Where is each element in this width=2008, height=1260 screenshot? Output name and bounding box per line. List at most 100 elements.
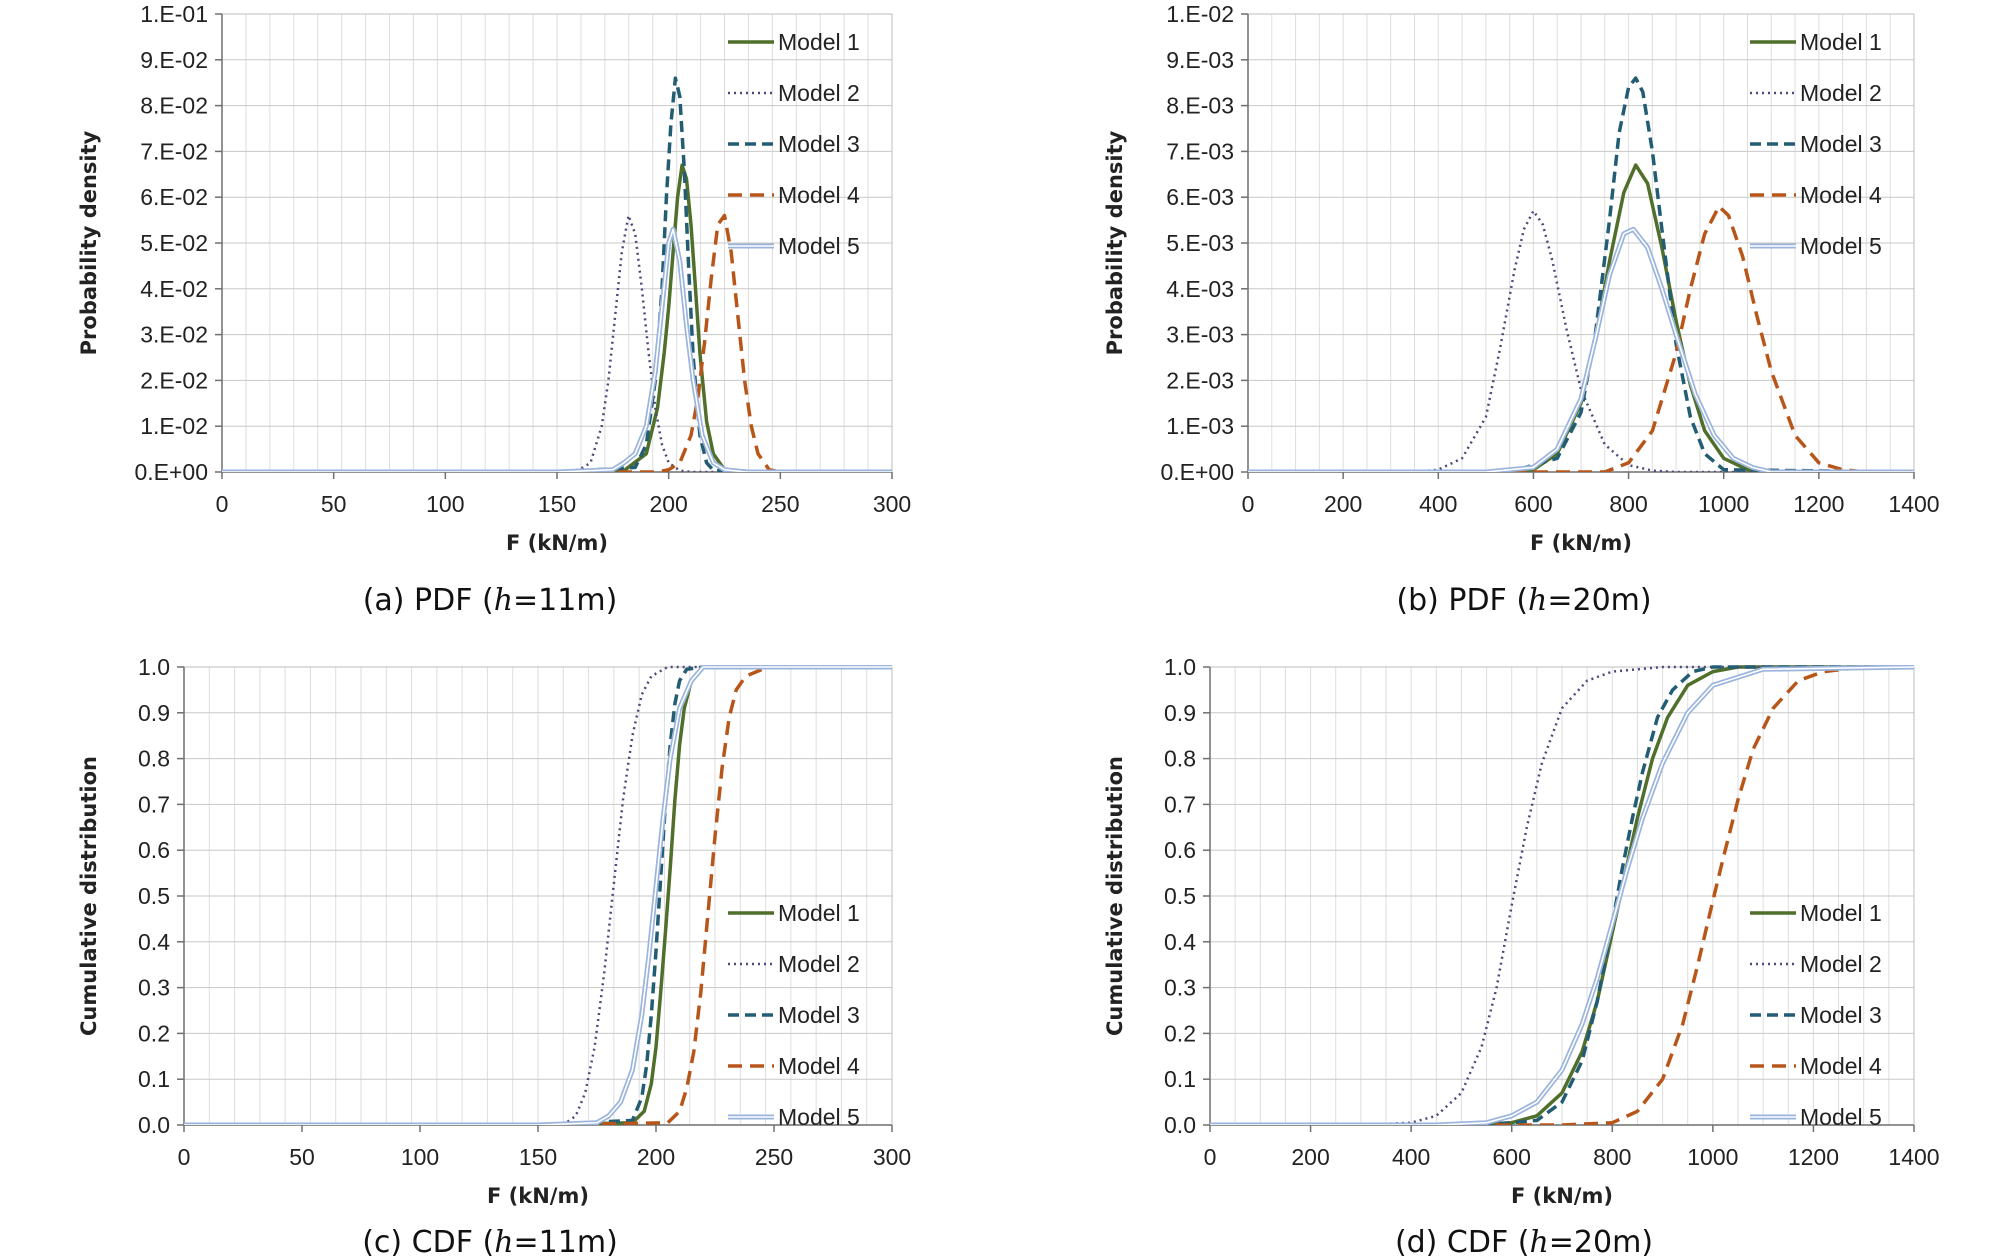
x-tick-label: 250	[755, 1144, 793, 1170]
y-tick-label: 6.E-02	[140, 184, 208, 210]
legend-label: Model 5	[778, 233, 860, 259]
y-tick-label: 1.0	[1164, 654, 1196, 680]
x-axis-title: F (kN/m)	[1530, 531, 1632, 555]
y-tick-label: 0.9	[1164, 700, 1196, 726]
y-tick-label: 9.E-03	[1166, 47, 1234, 73]
legend-label: Model 3	[1800, 131, 1882, 157]
y-tick-label: 1.E-02	[140, 413, 208, 439]
legend-label: Model 2	[1800, 80, 1882, 106]
x-tick-label: 0	[1204, 1144, 1217, 1170]
y-tick-label: 0.3	[1164, 975, 1196, 1001]
y-axis-title: Cumulative distribution	[77, 756, 101, 1036]
series-line-model-3	[1210, 665, 1914, 1125]
y-tick-label: 4.E-02	[140, 276, 208, 302]
series-line-model-5-inner	[1210, 666, 1914, 1125]
x-tick-label: 200	[1324, 491, 1362, 517]
y-tick-label: 0.E+00	[1160, 459, 1234, 485]
series-line-model-4	[184, 665, 892, 1125]
x-axis-title: F (kN/m)	[487, 1184, 589, 1208]
series-line-model-5-inner	[1248, 228, 1914, 472]
y-tick-label: 0.7	[1164, 791, 1196, 817]
y-axis-title: Cumulative distribution	[1103, 756, 1127, 1036]
y-tick-label: 0.E+00	[134, 459, 208, 485]
y-tick-label: 0.0	[138, 1112, 170, 1138]
y-tick-label: 7.E-03	[1166, 138, 1234, 164]
series-line-model-4	[1248, 204, 1914, 472]
legend-label: Model 2	[1800, 951, 1882, 977]
legend-label: Model 4	[778, 1053, 860, 1079]
x-tick-label: 150	[519, 1144, 557, 1170]
x-tick-label: 250	[761, 491, 799, 517]
y-tick-label: 3.E-02	[140, 322, 208, 348]
x-tick-label: 800	[1609, 491, 1647, 517]
y-tick-label: 8.E-03	[1166, 93, 1234, 119]
y-tick-label: 1.E-02	[1166, 1, 1234, 27]
x-tick-label: 0	[1242, 491, 1255, 517]
legend-label: Model 1	[1800, 29, 1882, 55]
series-line-model-1	[1248, 163, 1914, 472]
y-tick-label: 6.E-03	[1166, 184, 1234, 210]
y-tick-label: 3.E-03	[1166, 322, 1234, 348]
x-axis-title: F (kN/m)	[1511, 1184, 1613, 1208]
x-tick-label: 800	[1593, 1144, 1631, 1170]
series-group	[184, 665, 892, 1125]
x-tick-label: 150	[538, 491, 576, 517]
legend-label: Model 5	[1800, 233, 1882, 259]
x-tick-label: 400	[1419, 491, 1457, 517]
legend-label: Model 4	[778, 182, 860, 208]
y-tick-label: 0.2	[138, 1020, 170, 1046]
x-tick-label: 0	[216, 491, 229, 517]
x-tick-label: 200	[637, 1144, 675, 1170]
x-tick-label: 1000	[1698, 491, 1749, 517]
legend-label: Model 2	[778, 80, 860, 106]
y-tick-label: 4.E-03	[1166, 276, 1234, 302]
x-tick-label: 300	[873, 1144, 911, 1170]
x-tick-label: 1200	[1788, 1144, 1839, 1170]
series-line-model-3	[184, 665, 892, 1125]
y-tick-label: 9.E-02	[140, 47, 208, 73]
panel-caption: (c) CDF (h=11m)	[362, 1225, 618, 1260]
x-tick-label: 200	[1291, 1144, 1329, 1170]
legend-label: Model 1	[1800, 900, 1882, 926]
y-tick-label: 0.5	[1164, 883, 1196, 909]
y-tick-label: 1.E-03	[1166, 413, 1234, 439]
y-tick-label: 0.4	[1164, 929, 1196, 955]
y-tick-label: 0.4	[138, 929, 170, 955]
y-tick-label: 5.E-02	[140, 230, 208, 256]
series-line-model-4	[222, 213, 892, 472]
series-group	[1210, 665, 1914, 1125]
legend-label: Model 3	[778, 1002, 860, 1028]
y-tick-label: 0.0	[1164, 1112, 1196, 1138]
panel-caption: (b) PDF (h=20m)	[1396, 583, 1651, 618]
y-tick-label: 0.8	[1164, 746, 1196, 772]
y-tick-label: 0.1	[138, 1066, 170, 1092]
legend-label: Model 1	[778, 900, 860, 926]
x-tick-label: 1400	[1888, 1144, 1939, 1170]
series-group	[222, 76, 892, 472]
y-axis-title: Probability density	[1103, 130, 1127, 355]
series-line-model-1	[222, 163, 892, 472]
x-tick-label: 1400	[1888, 491, 1939, 517]
x-axis-title: F (kN/m)	[506, 531, 608, 555]
y-tick-label: 0.6	[1164, 837, 1196, 863]
y-tick-label: 0.7	[138, 791, 170, 817]
y-tick-label: 8.E-02	[140, 93, 208, 119]
legend-label: Model 3	[1800, 1002, 1882, 1028]
series-line-model-2	[1210, 665, 1914, 1125]
y-tick-label: 7.E-02	[140, 138, 208, 164]
y-axis-title: Probability density	[77, 130, 101, 355]
chart-panel-1: 0.E+00 1.E-02 2.E-02 3.E-02 4.E-02 5.E-02 6.E-…	[77, 1, 911, 618]
y-tick-label: 0.3	[138, 975, 170, 1001]
x-tick-label: 100	[401, 1144, 439, 1170]
y-tick-label: 1.E-01	[140, 1, 208, 27]
y-tick-label: 1.0	[138, 654, 170, 680]
legend-label: Model 4	[1800, 182, 1882, 208]
x-tick-label: 100	[426, 491, 464, 517]
y-tick-label: 2.E-02	[140, 367, 208, 393]
x-tick-label: 200	[649, 491, 687, 517]
series-line-model-5-inner	[222, 228, 892, 472]
legend-label: Model 5	[1800, 1104, 1882, 1130]
x-tick-label: 50	[289, 1144, 315, 1170]
y-tick-label: 5.E-03	[1166, 230, 1234, 256]
